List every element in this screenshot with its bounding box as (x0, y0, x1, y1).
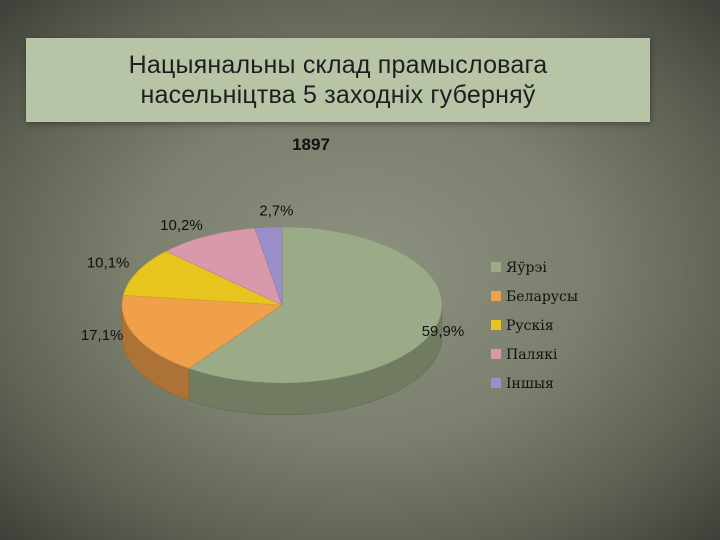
pie-data-label: 17,1% (81, 327, 124, 344)
pie-slice (165, 227, 283, 306)
legend-swatch (491, 378, 501, 388)
legend-label: Рускія (506, 318, 554, 334)
pie-slice (254, 226, 283, 306)
legend: Яўрэі Беларусы Рускія Палякі Іншыя (491, 260, 578, 392)
chart-title: 1897 (292, 135, 330, 154)
pie-label-layer: 59,9% 17,1% 10,1% 10,2% 2,7% (81, 202, 464, 344)
title-box: Нацыянальны склад прамысловага насельніц… (26, 38, 650, 122)
pie-slice (121, 294, 283, 369)
pie-data-label: 59,9% (422, 323, 465, 340)
slide-title-line-1: Нацыянальны склад прамысловага (128, 51, 548, 79)
legend-label: Яўрэі (506, 260, 547, 276)
legend-label: Іншыя (506, 376, 554, 392)
legend-swatch (491, 262, 501, 272)
pie-top-layer (121, 226, 443, 384)
legend-label: Беларусы (506, 289, 578, 305)
pie-data-label: 10,2% (160, 217, 203, 234)
pie-data-label: 2,7% (259, 202, 293, 219)
legend-swatch (491, 349, 501, 359)
legend-swatch (491, 291, 501, 301)
slide-title-line-2: насельніцтва 5 заходніх губерняў (140, 81, 536, 109)
pie-slice (188, 226, 443, 384)
legend-swatch (491, 320, 501, 330)
legend-label: Палякі (506, 347, 558, 363)
pie-data-label: 10,1% (87, 255, 130, 272)
pie-slice (122, 250, 283, 306)
